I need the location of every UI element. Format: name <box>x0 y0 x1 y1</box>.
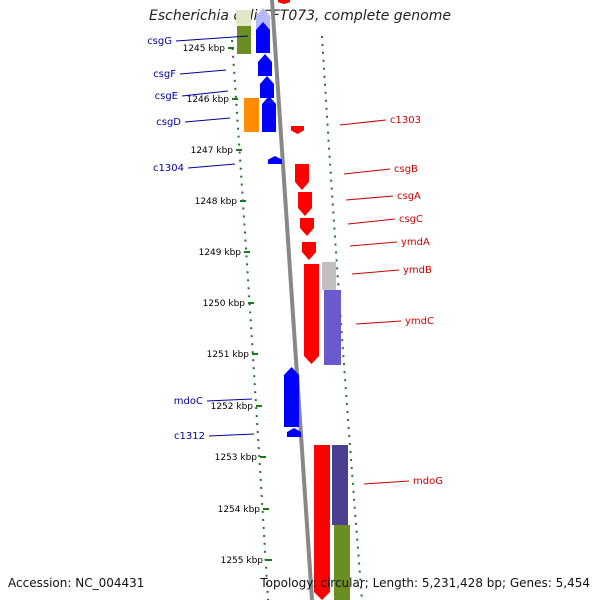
label-connector <box>208 433 255 437</box>
topology-text: Topology: circular; Length: 5,231,428 bp… <box>260 576 590 590</box>
tick-label: 1246 kbp <box>187 95 230 105</box>
tick-label: 1245 kbp <box>183 44 226 54</box>
gene-label-csgE: csgE <box>155 91 178 102</box>
gene-label-csgG: csgG <box>147 36 172 47</box>
label-connector <box>343 168 391 175</box>
gene-label-ymdA: ymdA <box>401 237 430 248</box>
tick-label: 1252 kbp <box>211 402 254 412</box>
gene-label-ymdB: ymdB <box>403 265 432 276</box>
cog-box-gray <box>322 262 336 290</box>
gene-label-csgD: csgD <box>156 117 181 128</box>
label-connector <box>184 117 231 123</box>
gene-label-ymdC: ymdC <box>405 316 434 327</box>
cog-box-purple <box>324 290 341 365</box>
label-connector <box>206 398 253 402</box>
right-labels: c1303 csgB csgA csgC ymdA ymdB ymdC mdoG <box>339 115 443 487</box>
gene-label-csgB: csgB <box>394 164 418 175</box>
label-connector <box>349 241 398 247</box>
label-connector <box>175 35 249 42</box>
gene-arrow-csgB <box>295 164 309 190</box>
tick-layer: 1245 kbp 1246 kbp 1247 kbp 1248 kbp 1249 kbp… <box>183 44 272 566</box>
gene-arrow-c1303 <box>291 126 304 134</box>
label-connector <box>355 320 402 325</box>
gene-arrow-c1304 <box>268 156 282 164</box>
label-connector <box>351 269 400 275</box>
tick-label: 1253 kbp <box>215 453 258 463</box>
gene-label-csgF: csgF <box>153 69 176 80</box>
label-connector <box>179 69 227 75</box>
tick-label: 1250 kbp <box>203 299 246 309</box>
gene-arrow-ymdA <box>302 242 316 260</box>
gene-arrow-ymdB <box>304 264 319 364</box>
cog-box-dark-purple <box>332 445 348 525</box>
gene-label-c1303: c1303 <box>390 115 421 126</box>
backbone-line <box>270 0 314 600</box>
feature-layer <box>236 0 350 600</box>
map-title: Escherichia coli CFT073, complete genome <box>149 8 451 24</box>
cog-box-olive-bottom <box>334 525 350 600</box>
label-connector <box>363 480 410 485</box>
label-connector <box>345 195 394 201</box>
gene-arrow-csgE <box>260 76 274 98</box>
gene-label-mdoC: mdoC <box>174 396 203 407</box>
label-connector <box>339 119 387 126</box>
gene-label-csgA: csgA <box>397 191 421 202</box>
label-connector <box>347 218 396 225</box>
inner-dotted-guide <box>231 39 269 600</box>
tick-label: 1247 kbp <box>191 146 234 156</box>
gene-arrow-csgC <box>300 218 314 236</box>
gene-arrow-mdoG <box>314 445 330 600</box>
gene-arrow-csgD <box>262 96 276 132</box>
gene-label-csgC: csgC <box>399 214 423 225</box>
gene-label-c1304: c1304 <box>153 163 184 174</box>
label-connector <box>187 163 236 169</box>
cog-box-olive <box>237 26 251 54</box>
gene-arrow-csgA <box>298 192 312 216</box>
gene-arrow-top <box>278 0 290 4</box>
gene-arrow-csgF <box>258 54 272 76</box>
cog-box-light <box>236 10 251 26</box>
gene-arrow-csgG <box>256 22 270 53</box>
cog-box-orange <box>244 98 259 132</box>
tick-label: 1254 kbp <box>218 505 261 515</box>
tick-label: 1248 kbp <box>195 197 238 207</box>
label-connector <box>181 90 229 97</box>
tick-label: 1255 kbp <box>221 556 264 566</box>
gene-label-mdoG: mdoG <box>413 476 443 487</box>
gene-arrow-mdoC <box>284 367 299 427</box>
tick-label: 1251 kbp <box>207 350 250 360</box>
accession-text: Accession: NC_004431 <box>8 576 145 590</box>
left-labels: csgG csgF csgE csgD c1304 mdoC c1312 <box>147 35 255 442</box>
tick-label: 1249 kbp <box>199 248 242 258</box>
gene-label-c1312: c1312 <box>174 431 205 442</box>
gene-arrow-c1312 <box>287 428 301 437</box>
